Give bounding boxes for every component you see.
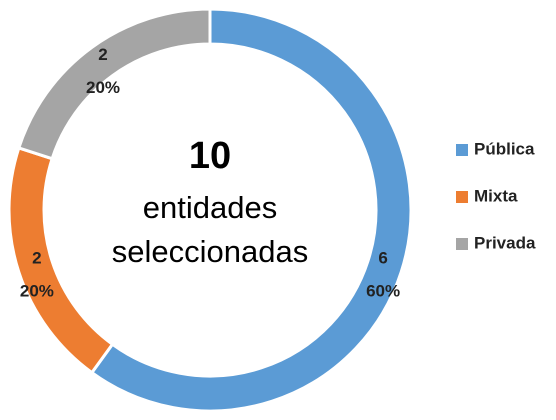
legend-swatch [456,144,468,156]
donut-segment [7,145,115,375]
legend-swatch [456,191,468,203]
legend-swatch [456,238,468,250]
donut-segment [89,7,413,413]
segment-share: 20% [20,282,54,301]
center-value: 10 [189,135,231,177]
segment-share: 20% [86,78,120,97]
segment-value: 6 [378,249,387,268]
legend-label: Privada [474,233,536,252]
segment-value: 2 [32,249,41,268]
segment-share: 60% [366,282,400,301]
legend-label: Pública [474,139,535,158]
donut-segment [16,7,212,161]
legend-label: Mixta [474,186,518,205]
center-text: seleccionadas [112,234,308,269]
center-text: entidades [143,190,277,225]
segment-value: 2 [98,45,107,64]
